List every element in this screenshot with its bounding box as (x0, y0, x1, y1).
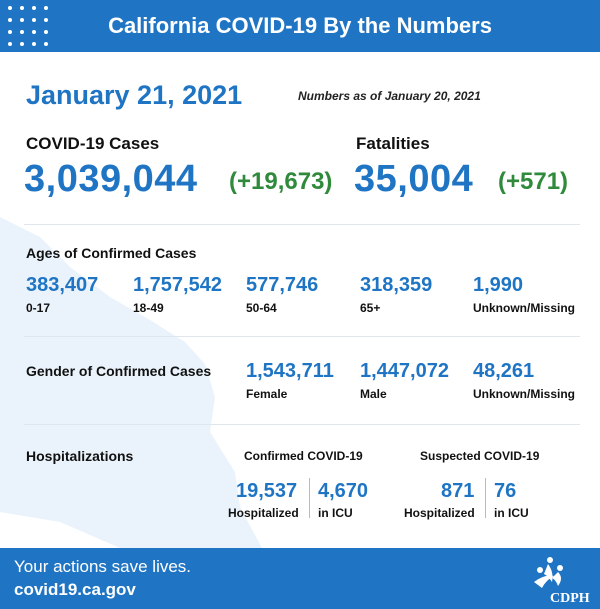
age-value: 318,359 (360, 274, 433, 296)
confirmed-hospitalized-label: Hospitalized (228, 506, 299, 520)
suspected-hospitalized-label: Hospitalized (404, 506, 475, 520)
hospitalizations-title: Hospitalizations (26, 448, 134, 464)
suspected-hospitalized-value: 871 (441, 480, 475, 502)
header-banner: California COVID-19 By the Numbers (0, 0, 600, 52)
california-map-icon (0, 217, 262, 548)
gender-value: 1,447,072 (360, 360, 449, 382)
gender-label: Male (360, 387, 387, 401)
age-value: 577,746 (246, 274, 319, 296)
cdph-logo-icon: CDPH (534, 557, 590, 606)
divider (24, 424, 580, 425)
dots-decoration-icon (6, 4, 48, 48)
suspected-icu-label: in ICU (494, 506, 529, 520)
divider (24, 224, 580, 225)
divider (485, 478, 486, 518)
gender-title: Gender of Confirmed Cases (26, 363, 212, 379)
confirmed-heading: Confirmed COVID-19 (244, 449, 363, 463)
cases-change: (+19,673) (229, 168, 333, 195)
suspected-heading: Suspected COVID-19 (420, 449, 540, 463)
divider (24, 336, 580, 337)
cases-label: COVID-19 Cases (26, 134, 160, 153)
age-value: 383,407 (26, 274, 99, 296)
confirmed-icu-label: in ICU (318, 506, 353, 520)
footer-url[interactable]: covid19.ca.gov (14, 580, 136, 599)
ages-title: Ages of Confirmed Cases (26, 245, 197, 261)
cases-total: 3,039,044 (24, 158, 198, 200)
gender-value: 1,543,711 (246, 360, 334, 382)
age-label: 18-49 (133, 301, 164, 315)
age-label: Unknown/Missing (473, 301, 575, 315)
confirmed-hospitalized-value: 19,537 (236, 480, 298, 502)
page-title: California COVID-19 By the Numbers (108, 13, 492, 38)
gender-label: Female (246, 387, 288, 401)
age-value: 1,990 (473, 274, 524, 296)
age-label: 65+ (360, 301, 381, 315)
age-label: 50-64 (246, 301, 277, 315)
suspected-icu-value: 76 (494, 480, 517, 502)
confirmed-icu-value: 4,670 (318, 480, 369, 502)
fatalities-change: (+571) (498, 168, 569, 195)
logo-text: CDPH (550, 591, 590, 606)
report-date: January 21, 2021 (26, 80, 243, 110)
age-label: 0-17 (26, 301, 51, 315)
fatalities-label: Fatalities (356, 134, 430, 153)
gender-label: Unknown/Missing (473, 387, 575, 401)
footer-banner (0, 548, 600, 609)
footer-tagline: Your actions save lives. (14, 557, 192, 576)
age-value: 1,757,542 (133, 274, 222, 296)
as-of-note: Numbers as of January 20, 2021 (298, 89, 481, 103)
fatalities-total: 35,004 (354, 158, 474, 200)
divider (309, 478, 310, 518)
gender-value: 48,261 (473, 360, 535, 382)
